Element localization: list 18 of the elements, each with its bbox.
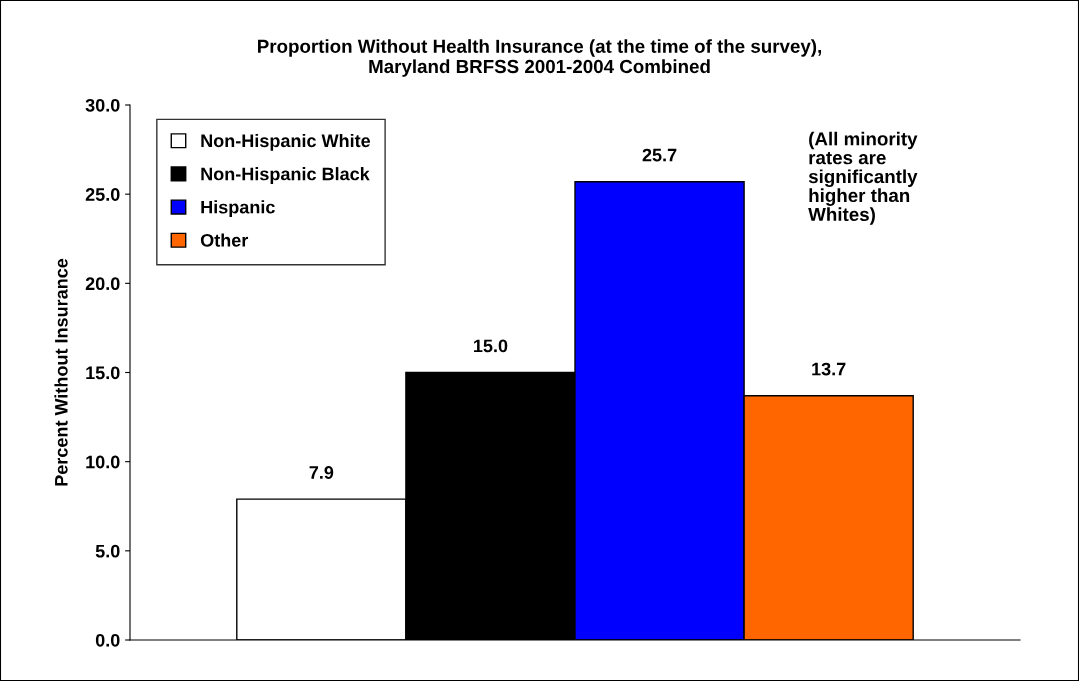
- y-tick-label: 25.0: [85, 188, 120, 201]
- y-tick-label: 10.0: [86, 455, 120, 469]
- y-axis-title: Percent Without Insurance: [54, 258, 68, 486]
- text: 7.9: [309, 466, 334, 479]
- y-tick-label: 0.0: [95, 633, 120, 647]
- legend-label: Other: [200, 233, 249, 247]
- text: 25.7: [642, 148, 677, 162]
- chart-title: Proportion Without Health Insurance (at the time of the survey), Maryland BRFSS 2001-2004 Combined: [258, 39, 822, 77]
- y-tick-label: 15.0: [86, 366, 120, 380]
- annotation: (All minority rates are significantly higher than Whites): [808, 131, 918, 225]
- legend-label: Non-Hispanic White: [201, 133, 371, 151]
- y-tick-label: 20.0: [85, 277, 120, 291]
- text: 15.0: [474, 339, 508, 353]
- y-tick-label: 5.0: [95, 544, 120, 558]
- y-tick-label: 30.0: [85, 98, 120, 112]
- text: 13.7: [812, 362, 846, 376]
- legend-label: Non-Hispanic Black: [201, 167, 370, 184]
- legend-label: Hispanic: [201, 200, 275, 218]
